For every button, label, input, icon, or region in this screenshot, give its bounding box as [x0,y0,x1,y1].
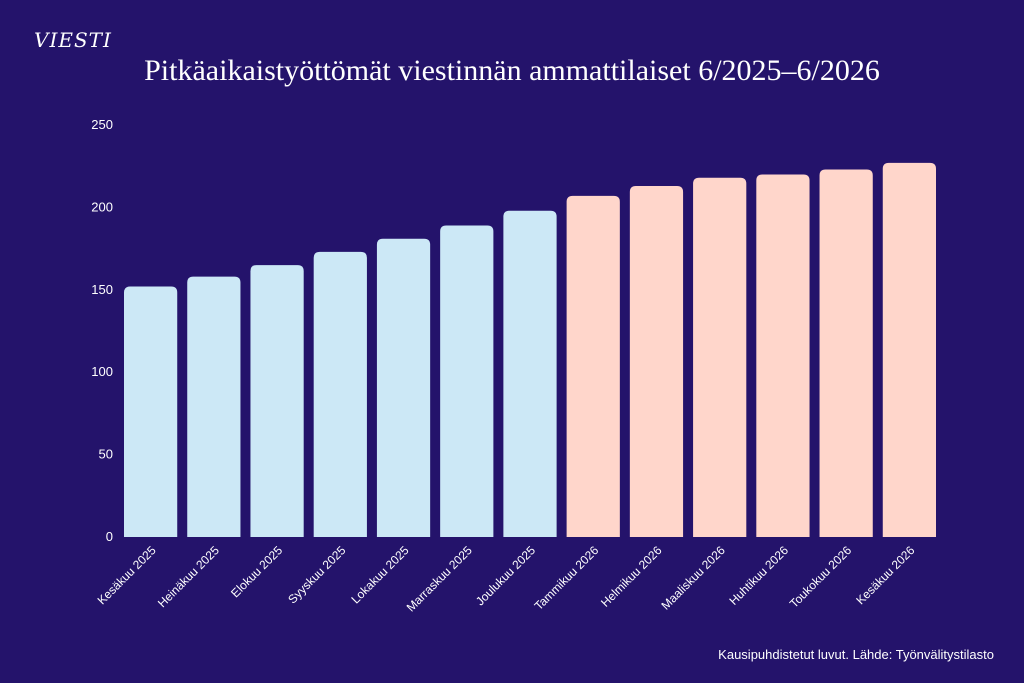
y-axis: 0 50 100 150 200 250 [91,117,113,544]
y-tick-label: 150 [91,282,113,297]
viesti-logo: VIESTI [34,28,112,52]
y-tick-label: 50 [99,447,113,462]
bar [693,177,747,537]
bar [882,162,936,538]
chart-title: Pitkäaikaistyöttömät viestinnän ammattil… [144,54,880,87]
x-tick-label: Toukokuu 2026 [787,543,855,611]
x-tick-label: Kesäkuu 2025 [95,543,159,607]
y-tick-label: 250 [91,117,113,132]
y-tick-label: 0 [106,529,113,544]
bar [187,276,241,537]
y-tick-label: 200 [91,199,113,214]
x-tick-label: Marraskuu 2025 [404,543,475,614]
bar [376,238,431,537]
x-tick-label: Kesäkuu 2026 [853,543,917,607]
x-tick-label: Lokakuu 2025 [348,543,411,606]
x-tick-label: Tammikuu 2026 [532,543,602,613]
bar [440,225,494,537]
source-note: Kausipuhdistetut luvut. Lähde: Työnvälit… [718,647,994,662]
bar [503,210,557,538]
bars [124,162,936,538]
bar [819,169,873,537]
x-tick-label: Huhtikuu 2026 [726,543,791,608]
y-tick-label: 100 [91,364,113,379]
x-tick-label: Maaliskuu 2026 [658,543,728,613]
x-tick-label: Syyskuu 2025 [285,543,348,606]
bar [756,174,810,537]
bar [250,265,304,537]
x-tick-label: Joulukuu 2025 [473,543,538,608]
x-tick-label: Elokuu 2025 [228,543,285,600]
bar [313,251,367,537]
bar [629,185,684,537]
bar [566,195,620,537]
x-tick-label: Heinäkuu 2025 [155,543,222,610]
x-tick-label: Helmikuu 2026 [598,543,665,610]
bar [124,286,178,537]
